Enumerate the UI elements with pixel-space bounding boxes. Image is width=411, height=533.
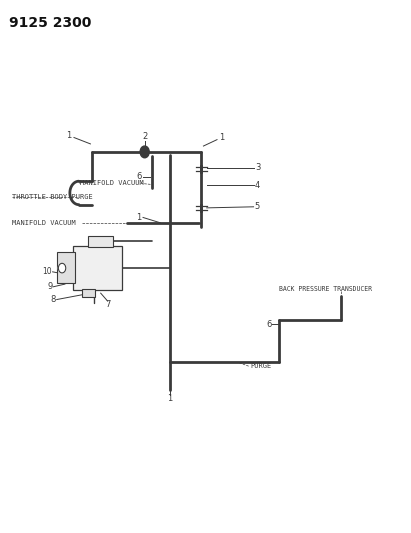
Circle shape — [58, 263, 66, 273]
Text: 9: 9 — [47, 282, 53, 291]
Text: THROTTLE BODY PURGE: THROTTLE BODY PURGE — [12, 194, 92, 200]
Text: 10: 10 — [42, 268, 51, 276]
Text: 3: 3 — [255, 164, 260, 172]
Bar — [73, 246, 122, 290]
Text: 6: 6 — [266, 320, 271, 328]
Text: 7: 7 — [105, 301, 111, 309]
Bar — [82, 289, 95, 297]
Text: PURGE: PURGE — [250, 363, 271, 369]
Text: BACK PRESSURE TRANSDUCER: BACK PRESSURE TRANSDUCER — [279, 286, 372, 292]
Text: 1: 1 — [167, 394, 172, 403]
Text: MANIFOLD VACUUM: MANIFOLD VACUUM — [80, 180, 144, 187]
Text: 8: 8 — [50, 295, 55, 304]
Bar — [88, 236, 113, 247]
Text: 9125 2300: 9125 2300 — [9, 16, 91, 30]
Text: 4: 4 — [255, 181, 260, 190]
Text: 5: 5 — [255, 203, 260, 211]
Text: 1: 1 — [136, 213, 141, 222]
Bar — [57, 252, 75, 283]
Text: 2: 2 — [142, 133, 147, 141]
Circle shape — [140, 146, 149, 158]
Text: 1: 1 — [67, 132, 72, 140]
Text: 1: 1 — [219, 133, 224, 142]
Text: 6: 6 — [136, 173, 142, 181]
Text: MANIFOLD VACUUM: MANIFOLD VACUUM — [12, 220, 75, 227]
